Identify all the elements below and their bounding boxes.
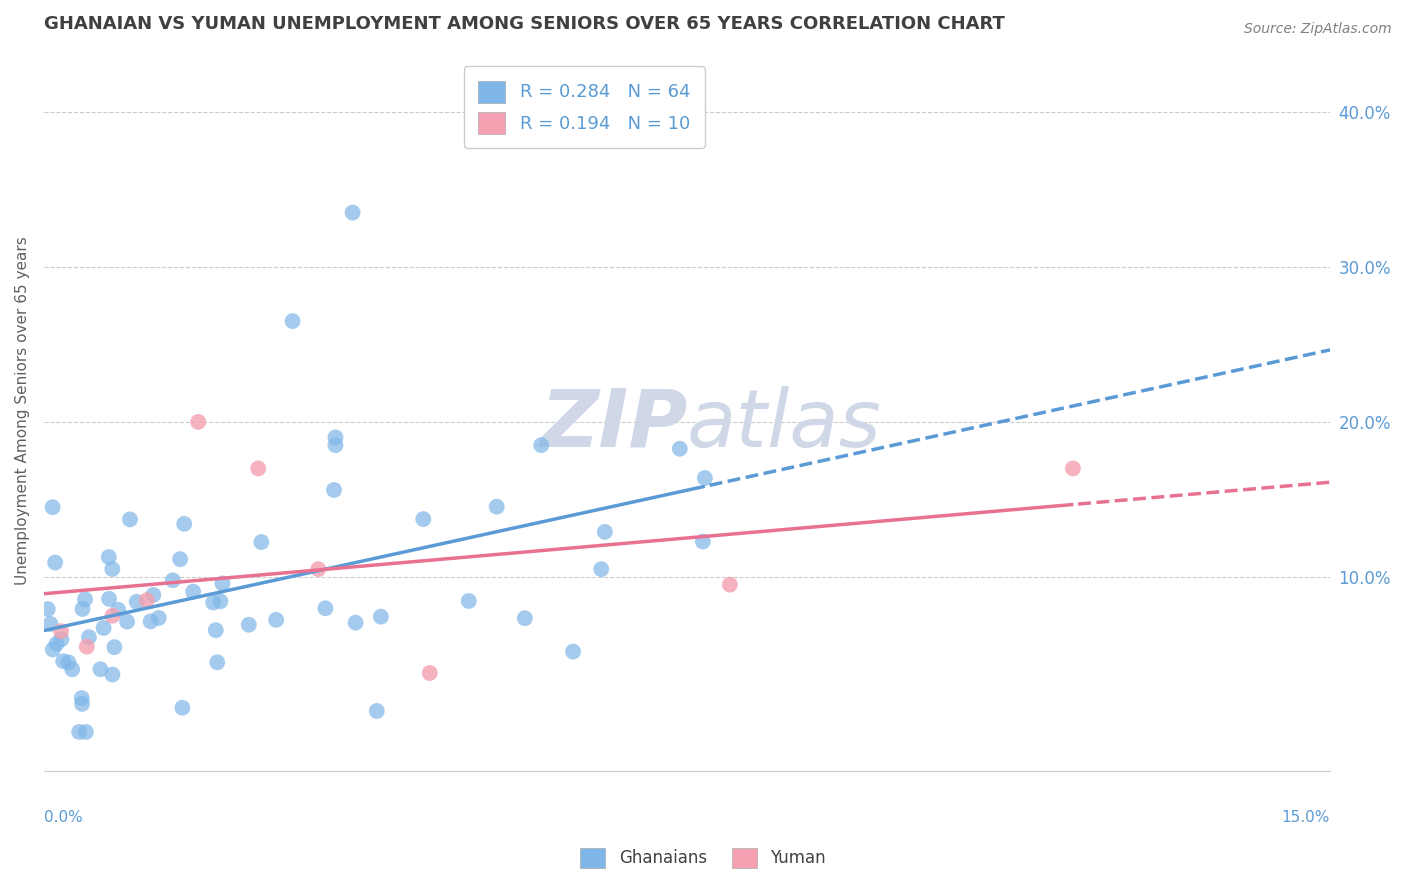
Point: [45, 637, 67, 651]
Text: 0.0%: 0.0%: [44, 810, 83, 825]
Point: [668, 442, 690, 456]
Point: [58, 656, 80, 670]
Point: [264, 613, 287, 627]
Point: [323, 483, 346, 497]
Point: [209, 594, 232, 608]
Point: [457, 594, 479, 608]
Point: [44, 556, 66, 570]
Point: [93, 621, 115, 635]
Point: [76, 640, 98, 654]
Point: [162, 574, 184, 588]
Point: [412, 512, 434, 526]
Point: [207, 656, 229, 670]
Point: [513, 611, 536, 625]
Text: atlas: atlas: [688, 385, 882, 464]
Point: [139, 615, 162, 629]
Point: [562, 644, 585, 658]
Point: [107, 603, 129, 617]
Point: [181, 584, 204, 599]
Point: [342, 205, 364, 219]
Text: GHANAIAN VS YUMAN UNEMPLOYMENT AMONG SENIORS OVER 65 YEARS CORRELATION CHART: GHANAIAN VS YUMAN UNEMPLOYMENT AMONG SEN…: [44, 15, 1005, 33]
Point: [49, 624, 72, 639]
Point: [281, 314, 304, 328]
Point: [307, 562, 329, 576]
Point: [250, 535, 273, 549]
Point: [70, 697, 93, 711]
Point: [98, 591, 121, 606]
Point: [73, 592, 96, 607]
Point: [718, 577, 741, 591]
Point: [60, 662, 83, 676]
Point: [101, 562, 124, 576]
Point: [101, 608, 124, 623]
Point: [1062, 461, 1084, 475]
Legend: R = 0.284   N = 64, R = 0.194   N = 10: R = 0.284 N = 64, R = 0.194 N = 10: [464, 66, 704, 148]
Point: [148, 611, 170, 625]
Point: [204, 623, 226, 637]
Point: [77, 630, 100, 644]
Point: [118, 512, 141, 526]
Point: [37, 602, 59, 616]
Point: [187, 415, 209, 429]
Point: [42, 642, 65, 657]
Point: [39, 617, 62, 632]
Point: [115, 615, 138, 629]
Point: [173, 516, 195, 531]
Legend: Ghanaians, Yuman: Ghanaians, Yuman: [574, 841, 832, 875]
Text: 15.0%: 15.0%: [1282, 810, 1330, 825]
Point: [142, 588, 165, 602]
Point: [67, 725, 90, 739]
Point: [202, 596, 225, 610]
Point: [344, 615, 367, 630]
Point: [51, 632, 73, 647]
Point: [530, 438, 553, 452]
Point: [72, 602, 94, 616]
Point: [52, 654, 75, 668]
Point: [485, 500, 508, 514]
Point: [103, 640, 125, 655]
Point: [325, 430, 347, 444]
Point: [693, 471, 716, 485]
Point: [70, 691, 93, 706]
Point: [125, 595, 148, 609]
Point: [41, 500, 63, 515]
Point: [101, 667, 124, 681]
Point: [692, 534, 714, 549]
Point: [366, 704, 388, 718]
Point: [172, 700, 194, 714]
Y-axis label: Unemployment Among Seniors over 65 years: Unemployment Among Seniors over 65 years: [15, 235, 30, 584]
Point: [75, 725, 97, 739]
Point: [238, 617, 260, 632]
Point: [591, 562, 613, 576]
Text: ZIP: ZIP: [540, 385, 688, 464]
Point: [211, 576, 233, 591]
Point: [89, 662, 111, 676]
Point: [247, 461, 270, 475]
Point: [135, 593, 157, 607]
Text: Source: ZipAtlas.com: Source: ZipAtlas.com: [1244, 22, 1392, 37]
Point: [593, 524, 616, 539]
Point: [97, 549, 120, 564]
Point: [314, 601, 336, 615]
Point: [325, 438, 347, 452]
Point: [370, 609, 392, 624]
Point: [419, 666, 441, 681]
Point: [169, 552, 191, 566]
